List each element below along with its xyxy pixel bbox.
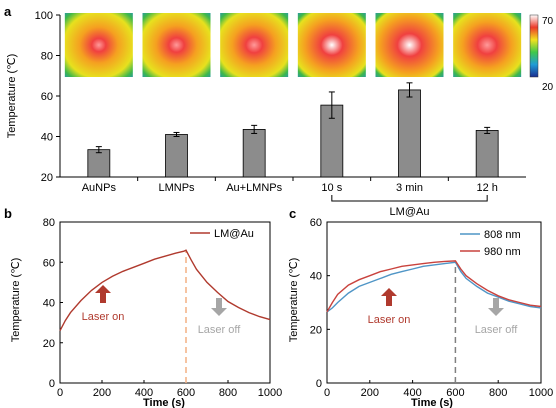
thermal-image <box>375 13 444 77</box>
panel-a-category-label: 10 s <box>321 182 342 194</box>
panel-c-x-axis-label: Time (s) <box>411 397 453 408</box>
panel-a-y-tick-label: 100 <box>35 10 53 22</box>
bar <box>398 89 421 178</box>
x-tick-label: 800 <box>219 387 237 399</box>
thermal-image <box>220 13 289 77</box>
x-tick-label: 1000 <box>258 387 282 399</box>
panel-a-y-tick-label: 20 <box>41 172 53 184</box>
bar-chart-panel-a: Temperature (℃) 70 20 20 40 60 80 100 AuNPs LM… <box>6 10 554 218</box>
thermal-image <box>453 13 522 77</box>
laser-on-arrow <box>95 285 111 303</box>
legend-label: LM@Au <box>214 228 254 240</box>
x-tick-label: 0 <box>57 387 63 399</box>
panel-a-y-axis-label: Temperature (℃) <box>6 54 18 139</box>
y-tick-label: 0 <box>316 378 322 390</box>
x-tick-label: 200 <box>361 387 379 399</box>
laser-on-arrow <box>381 288 397 306</box>
panel-a-y-tick-label: 80 <box>41 51 53 63</box>
panel-b-y-axis-label: Temperature (℃) <box>10 258 22 343</box>
y-tick-label: 80 <box>43 217 55 229</box>
y-tick-label: 60 <box>43 257 55 269</box>
laser-on-label: Laser on <box>82 311 125 323</box>
line-chart-panel-b: Temperature (℃) Time (s) 0 200 400 600 800 10… <box>10 217 282 408</box>
x-tick-label: 600 <box>177 387 195 399</box>
colorbar-min-label: 20 <box>542 82 554 93</box>
bar <box>475 130 499 178</box>
thermal-image <box>297 13 366 77</box>
thermal-image <box>142 13 211 77</box>
series-line-980nm <box>326 260 542 313</box>
series-line-lmau <box>59 249 271 332</box>
y-tick-label: 20 <box>310 324 322 336</box>
colorbar <box>529 14 539 78</box>
line-chart-panel-c: Temperature (℃) Time (s) 0 200 400 600 800 10… <box>288 217 553 408</box>
panel-a-category-label: Au+LMNPs <box>226 182 282 194</box>
panel-a-category-label: LMNPs <box>158 182 195 194</box>
panel-a-y-tick-label: 60 <box>41 91 53 103</box>
plot-frame <box>59 221 271 384</box>
panel-label-a: a <box>4 4 12 19</box>
panel-c-y-axis-label: Temperature (℃) <box>288 258 300 343</box>
panel-a-y-tick-label: 40 <box>41 132 53 144</box>
panel-a-category-label: 3 min <box>396 182 423 194</box>
x-tick-label: 600 <box>446 387 464 399</box>
bar <box>165 134 188 178</box>
y-tick-label: 60 <box>310 217 322 229</box>
bar <box>87 149 111 178</box>
x-tick-label: 800 <box>489 387 507 399</box>
laser-off-arrow <box>211 298 227 316</box>
laser-off-arrow <box>488 298 504 316</box>
y-tick-label: 0 <box>49 378 55 390</box>
x-tick-label: 200 <box>93 387 111 399</box>
y-tick-label: 40 <box>310 271 322 283</box>
x-tick-label: 400 <box>135 387 153 399</box>
laser-off-label: Laser off <box>198 324 242 336</box>
laser-on-label: Laser on <box>368 314 411 326</box>
group-label: LM@Au <box>390 206 430 218</box>
panel-b-x-axis-label: Time (s) <box>143 397 185 408</box>
colorbar-max-label: 70 <box>542 16 554 27</box>
plot-frame <box>326 221 542 384</box>
laser-off-label: Laser off <box>475 324 519 336</box>
panel-a-category-label: AuNPs <box>82 182 117 194</box>
series-line-808nm <box>326 261 542 313</box>
x-tick-label: 0 <box>324 387 330 399</box>
x-tick-label: 400 <box>403 387 421 399</box>
bar <box>242 129 266 178</box>
legend-label: 808 nm <box>484 229 521 241</box>
panel-a-category-label: 12 h <box>476 182 497 194</box>
thermal-image <box>64 13 133 77</box>
y-tick-label: 20 <box>43 338 55 350</box>
x-tick-label: 1000 <box>529 387 553 399</box>
panel-label-c: c <box>289 206 296 221</box>
group-bracket <box>331 195 488 202</box>
legend-label: 980 nm <box>484 246 521 258</box>
panel-label-b: b <box>4 206 12 221</box>
y-tick-label: 40 <box>43 298 55 310</box>
